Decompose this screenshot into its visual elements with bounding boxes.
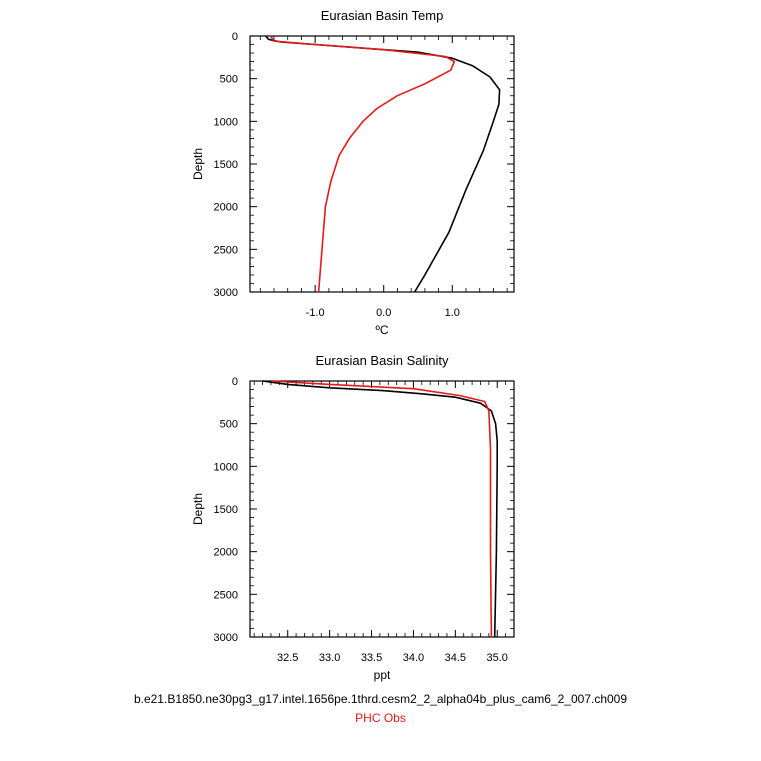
series-line-obs bbox=[270, 380, 493, 638]
y-tick-label: 2000 bbox=[214, 202, 238, 214]
x-axis-label: ºC bbox=[375, 323, 388, 337]
y-tick-label: 0 bbox=[232, 376, 238, 388]
temperature-panel: Eurasian Basin Temp 0 500 1000 1500 2000 2500 3… bbox=[191, 8, 515, 337]
legend-model-label: b.e21.B1850.ne30pg3_g17.intel.1656pe.1th… bbox=[133, 692, 628, 706]
x-tick-label: 0.0 bbox=[376, 307, 391, 319]
y-tick-label: 2500 bbox=[214, 244, 238, 256]
plot-frame bbox=[249, 380, 515, 638]
y-tick-label: 3000 bbox=[214, 287, 238, 299]
chart-title: Eurasian Basin Temp bbox=[321, 8, 444, 23]
x-tick-label: 34.0 bbox=[403, 652, 424, 664]
chart-title: Eurasian Basin Salinity bbox=[316, 353, 449, 368]
series-line-obs bbox=[269, 35, 456, 293]
x-tick-label: 33.0 bbox=[319, 652, 340, 664]
x-tick-label: 1.0 bbox=[445, 307, 460, 319]
y-tick-label: 500 bbox=[220, 419, 238, 431]
y-tick-label: 1500 bbox=[214, 159, 238, 171]
y-tick-label: 0 bbox=[232, 31, 238, 43]
y-tick-label: 1500 bbox=[214, 504, 238, 516]
y-tick-label: 2500 bbox=[214, 589, 238, 601]
salinity-panel: Eurasian Basin Salinity 0 500 1000 1500 2000 2… bbox=[191, 353, 515, 682]
x-tick-label: 34.5 bbox=[445, 652, 466, 664]
y-tick-label: 1000 bbox=[214, 461, 238, 473]
x-axis-label: ppt bbox=[374, 668, 391, 682]
plot-frame bbox=[249, 35, 515, 293]
x-tick-label: 35.0 bbox=[487, 652, 508, 664]
y-axis-label: Depth bbox=[191, 493, 205, 525]
x-tick-label: -1.0 bbox=[306, 307, 325, 319]
y-tick-label: 2000 bbox=[214, 547, 238, 559]
y-tick-label: 3000 bbox=[214, 632, 238, 644]
series-line-model bbox=[262, 380, 499, 638]
x-tick-label: 33.5 bbox=[361, 652, 382, 664]
y-tick-label: 500 bbox=[220, 74, 238, 86]
series-line-model bbox=[265, 35, 501, 293]
y-axis-label: Depth bbox=[191, 148, 205, 180]
y-tick-label: 1000 bbox=[214, 116, 238, 128]
legend-obs-label: PHC Obs bbox=[355, 711, 406, 725]
x-tick-label: 32.5 bbox=[277, 652, 298, 664]
